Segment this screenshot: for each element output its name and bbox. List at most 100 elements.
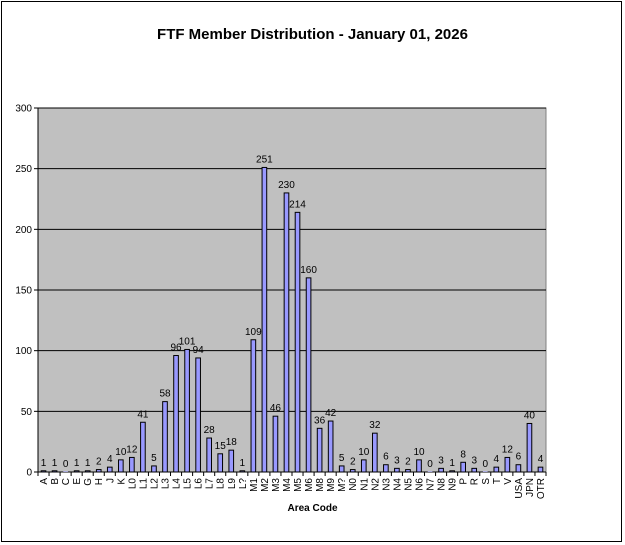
y-tick-label: 0: [26, 468, 32, 479]
bar-G: [84, 470, 91, 473]
x-tick-label-M4: M4: [282, 478, 293, 492]
bar-M4: [283, 192, 290, 473]
x-tick-label-M5: M5: [293, 478, 304, 492]
bar-N6: [416, 459, 422, 473]
data-label-M2: 251: [256, 154, 273, 165]
data-label-USA: 6: [516, 452, 522, 463]
data-label-L7: 28: [204, 425, 216, 436]
data-label-A: 1: [41, 458, 47, 469]
data-label-M6: 160: [300, 265, 317, 276]
data-label-N7: 0: [427, 459, 433, 470]
bar-H: [95, 469, 102, 473]
data-label-L3: 58: [159, 389, 171, 400]
x-tick-label-L6: L6: [194, 478, 205, 490]
x-tick-label-V: V: [503, 478, 514, 485]
data-label-N9: 1: [449, 458, 455, 469]
bar-J: [106, 466, 113, 473]
bar-JPN: [526, 422, 533, 473]
bar-OTR: [537, 466, 544, 473]
bar-N4: [394, 467, 400, 473]
data-label-N8: 3: [438, 455, 444, 466]
x-tick-label-L2: L2: [149, 478, 160, 490]
data-label-B: 1: [52, 458, 58, 469]
x-tick-label-N4: N4: [392, 478, 403, 491]
y-tick-label: 100: [15, 346, 32, 357]
data-label-K: 10: [115, 447, 127, 458]
data-label-L6: 94: [193, 345, 205, 356]
data-label-N4: 3: [394, 455, 400, 466]
bar-C: [63, 471, 68, 472]
x-tick-label-M1: M1: [249, 478, 260, 492]
y-tick-label: 50: [21, 407, 33, 418]
bar-L3: [162, 401, 168, 473]
bar-M1: [250, 339, 257, 473]
x-tick-label-P: P: [459, 478, 470, 485]
data-label-L4: 96: [170, 343, 182, 354]
data-label-L8: 15: [215, 441, 227, 452]
x-tick-label-L8: L8: [216, 478, 227, 490]
bar-M9: [327, 420, 334, 473]
x-axis-label: Area Code: [287, 503, 338, 514]
bar-A: [40, 470, 47, 473]
x-tick-label-OTR: OTR: [536, 478, 547, 499]
bar-L0: [129, 456, 135, 473]
data-label-M3: 46: [270, 403, 282, 414]
y-tick-label: 250: [15, 164, 32, 175]
data-label-JPN: 40: [524, 410, 536, 421]
x-tick-label-M?: M?: [337, 478, 348, 492]
bar-N3: [383, 464, 389, 473]
x-tick-label-M8: M8: [315, 478, 326, 492]
data-label-M8: 36: [314, 415, 326, 426]
data-label-M9: 42: [325, 408, 337, 419]
bar-N8: [438, 467, 444, 473]
data-label-N2: 32: [369, 420, 381, 431]
data-label-M1: 109: [245, 327, 262, 338]
data-label-L9: 18: [226, 437, 238, 448]
bar-USA: [515, 464, 522, 473]
x-tick-label-S: S: [481, 478, 492, 485]
x-tick-label-A: A: [39, 478, 50, 485]
bar-M5: [294, 211, 301, 473]
x-tick-label-B: B: [50, 478, 61, 485]
bar-T: [493, 466, 500, 473]
bar-M2: [261, 166, 268, 473]
x-tick-label-L0: L0: [127, 478, 138, 490]
data-label-R: 3: [471, 455, 477, 466]
bar-L4: [173, 355, 179, 473]
bar-N0: [349, 469, 356, 473]
x-tick-label-JPN: JPN: [525, 478, 536, 497]
x-tick-label-T: T: [492, 478, 503, 484]
x-tick-label-N1: N1: [359, 478, 370, 491]
x-tick-label-N6: N6: [415, 478, 426, 491]
data-label-C: 0: [63, 459, 69, 470]
x-tick-label-N2: N2: [370, 478, 381, 491]
x-tick-label-G: G: [83, 478, 94, 486]
y-tick-label: 150: [15, 286, 32, 297]
data-label-S: 0: [482, 459, 488, 470]
x-tick-label-L3: L3: [161, 478, 172, 490]
x-tick-label-L4: L4: [172, 478, 183, 490]
data-label-OTR: 4: [538, 454, 544, 465]
bar-N2: [372, 432, 378, 473]
x-tick-label-N8: N8: [437, 478, 448, 491]
bar-L9: [228, 449, 235, 473]
bar-M8: [316, 427, 323, 473]
x-tick-label-L7: L7: [205, 478, 216, 490]
data-label-L5: 101: [179, 336, 196, 347]
x-tick-label-M9: M9: [326, 478, 337, 492]
bar-P: [460, 461, 466, 473]
bar-L2: [151, 465, 157, 473]
bar-N9: [449, 470, 455, 473]
data-label-L?: 1: [240, 458, 246, 469]
x-tick-label-N9: N9: [448, 478, 459, 491]
data-label-L0: 12: [126, 444, 138, 455]
bar-K: [118, 459, 124, 473]
chart-title: FTF Member Distribution - January 01, 20…: [157, 26, 468, 43]
x-tick-label-USA: USA: [514, 478, 525, 499]
bar-S: [482, 471, 488, 472]
bar-N1: [360, 459, 367, 473]
x-tick-label-N3: N3: [381, 478, 392, 491]
x-tick-label-N5: N5: [403, 478, 414, 491]
